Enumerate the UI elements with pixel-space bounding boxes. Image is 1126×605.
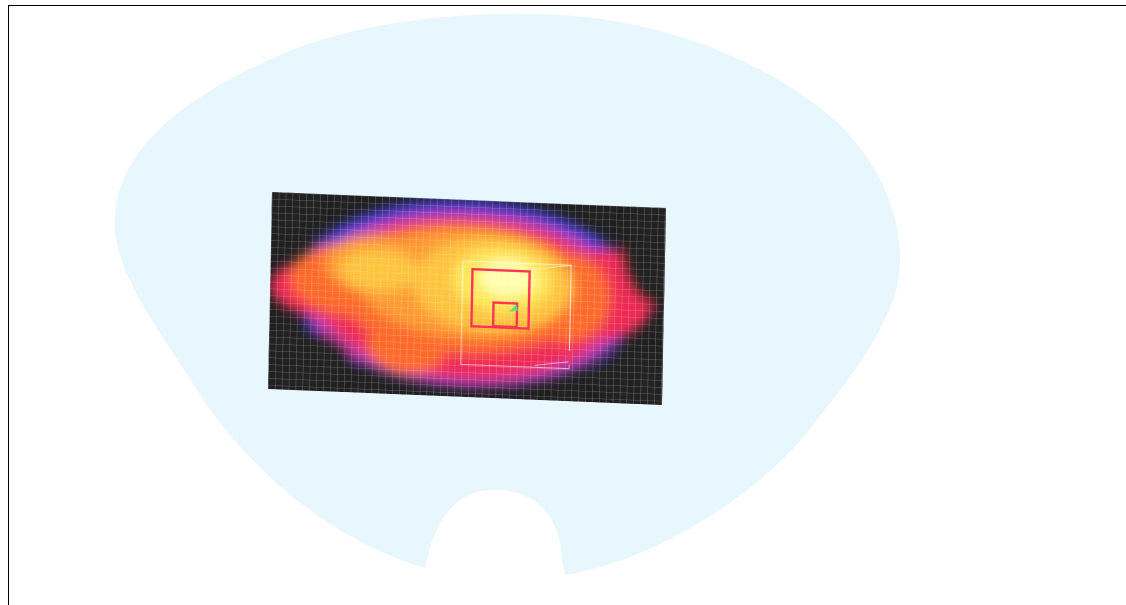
heatmap-panel[interactable] (243, 171, 705, 409)
faded-box-diagonal (531, 264, 572, 366)
roi-cursor[interactable] (460, 260, 572, 370)
inner-roi-box[interactable] (491, 301, 519, 329)
corner-tick (556, 350, 571, 365)
marker-icon[interactable] (509, 304, 519, 313)
